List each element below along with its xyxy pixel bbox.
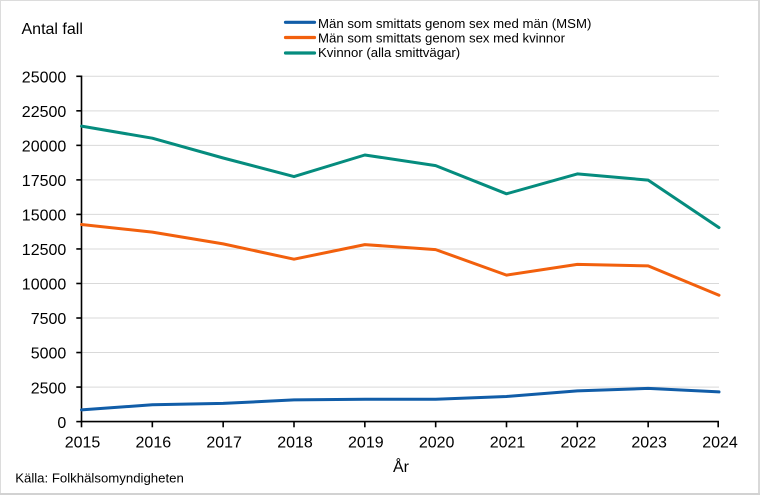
svg-text:2016: 2016 [136, 434, 172, 451]
svg-text:15000: 15000 [22, 208, 67, 225]
svg-text:2021: 2021 [490, 434, 526, 451]
svg-text:10000: 10000 [22, 277, 67, 294]
svg-text:Män som smittats genom sex med: Män som smittats genom sex med män (MSM) [318, 16, 591, 31]
svg-text:2024: 2024 [702, 434, 738, 451]
svg-text:2023: 2023 [631, 434, 667, 451]
svg-text:0: 0 [57, 415, 66, 432]
svg-text:Män som smittats genom sex med: Män som smittats genom sex med kvinnor [318, 31, 566, 46]
svg-text:7500: 7500 [31, 311, 67, 328]
svg-text:2015: 2015 [65, 434, 101, 451]
svg-text:2018: 2018 [277, 434, 313, 451]
svg-text:5000: 5000 [31, 346, 67, 363]
svg-text:Källa: Folkhälsomyndigheten: Källa: Folkhälsomyndigheten [15, 470, 184, 485]
svg-text:Kvinnor (alla smittvägar): Kvinnor (alla smittvägar) [318, 45, 460, 60]
svg-text:2020: 2020 [419, 434, 455, 451]
svg-text:2019: 2019 [348, 434, 384, 451]
svg-text:25000: 25000 [22, 70, 67, 87]
svg-text:2017: 2017 [206, 434, 242, 451]
svg-text:Antal fall: Antal fall [22, 21, 83, 38]
svg-text:2022: 2022 [561, 434, 597, 451]
svg-text:2500: 2500 [31, 380, 67, 397]
svg-text:17500: 17500 [22, 173, 67, 190]
svg-text:22500: 22500 [22, 104, 67, 121]
svg-text:12500: 12500 [22, 242, 67, 259]
svg-text:20000: 20000 [22, 139, 67, 156]
svg-text:År: År [393, 457, 410, 476]
